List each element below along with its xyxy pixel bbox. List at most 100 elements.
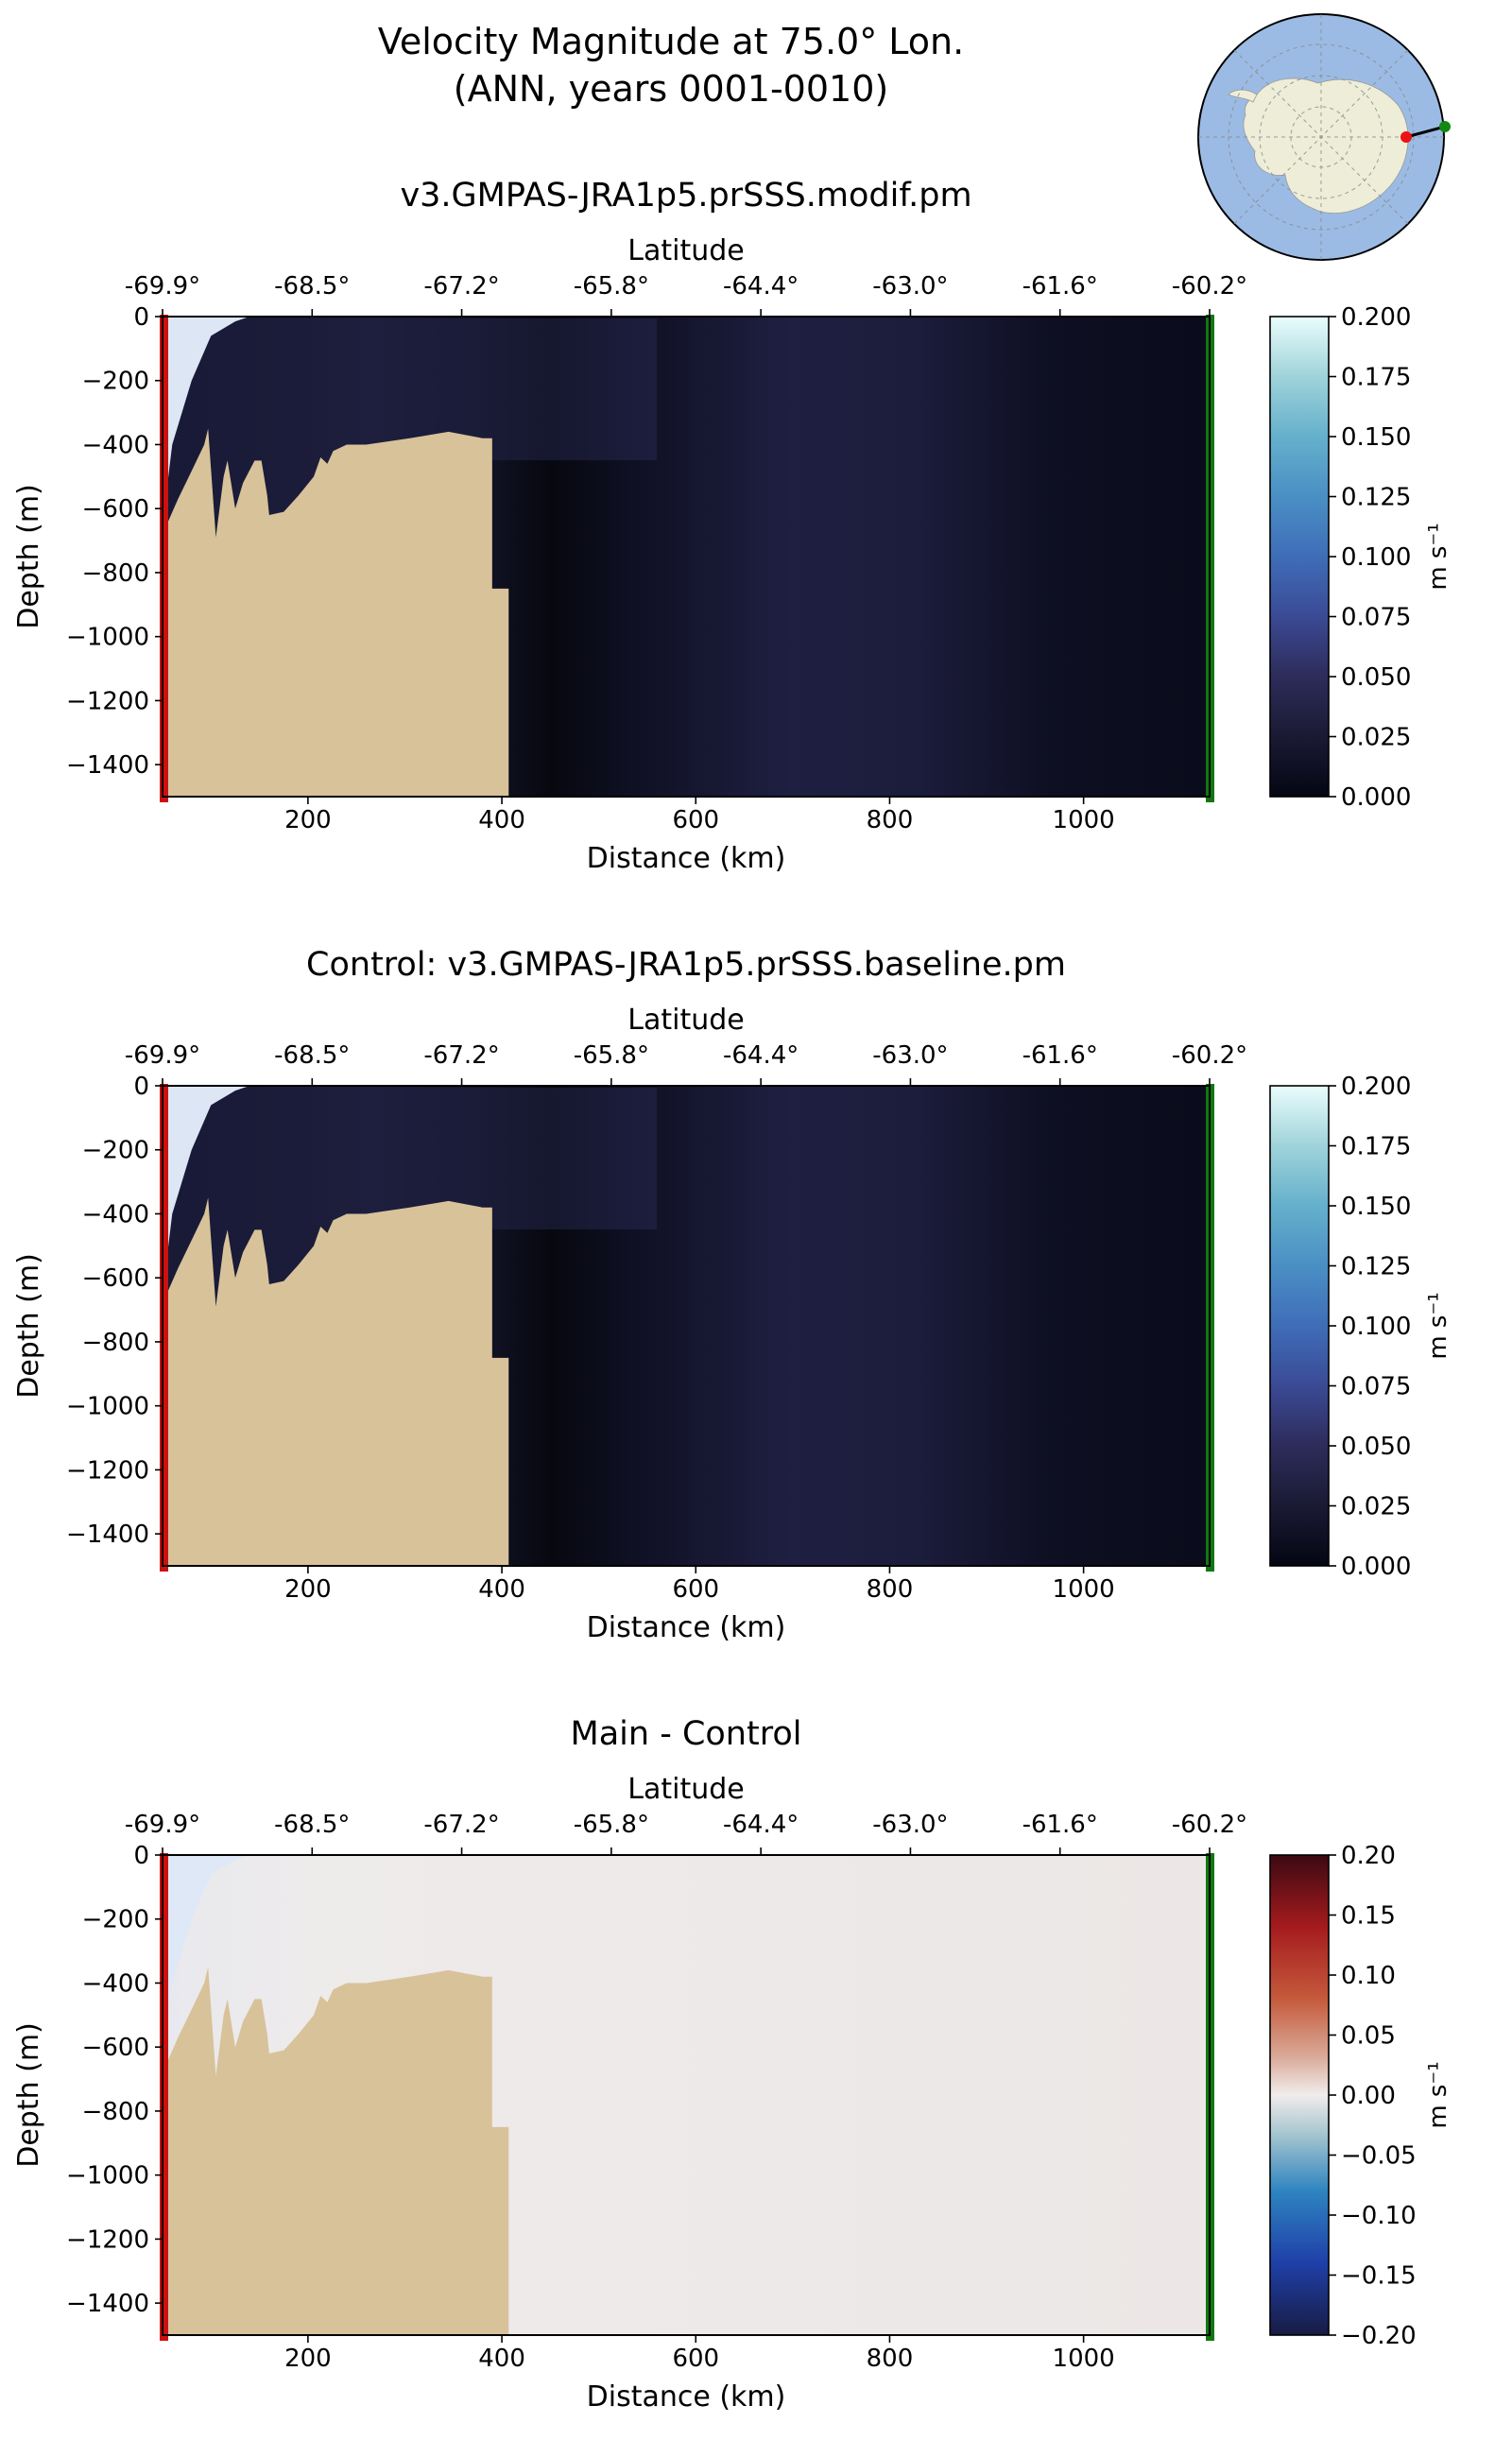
colorbar [1269,1085,1330,1567]
y-tick-label: −1200 [66,1456,149,1485]
y-tick-label: −1400 [66,2290,149,2318]
colorbar-tick-label: 0.125 [1341,1253,1411,1281]
lat-tick-label: -69.9° [125,272,200,301]
x-tick-label: 200 [284,2345,332,2373]
lat-tick-label: -67.2° [423,1041,499,1070]
graticule [1198,14,1444,260]
lat-tick-label: -64.4° [723,272,799,301]
colorbar-tick-label: 0.050 [1341,1433,1411,1461]
ice-shelf-cavity [164,1086,250,1279]
panel-control: Control: v3.GMPAS-JRA1p5.prSSS.baseline.… [12,946,1452,1644]
panel-title: Main - Control [571,1715,802,1753]
y-tick-label: −1200 [66,687,149,715]
y-axis-label: Depth (m) [12,2022,45,2168]
colorbar-tick-label: 0.20 [1341,1842,1396,1870]
y-tick-label: −600 [82,1264,149,1293]
lat-tick-label: -60.2° [1172,1811,1247,1839]
seafloor-land [163,428,509,797]
figure-title-line2: (ANN, years 0001-0010) [454,68,888,110]
top-axis-label: Latitude [627,234,744,267]
transect-start-edge [160,1084,168,1572]
colorbar-tick-label: 0.100 [1341,543,1411,572]
lat-tick-label: -61.6° [1022,272,1098,301]
x-tick-label: 200 [284,806,332,834]
colorbar [1269,316,1330,798]
transect-line [1405,125,1446,139]
y-tick-label: 0 [133,1073,149,1101]
lat-tick-label: -61.6° [1022,1811,1098,1839]
colorbar-tick-label: −0.10 [1341,2202,1417,2230]
seafloor-land [163,1967,509,2335]
colorbar-label: m s⁻¹ [1424,1292,1452,1359]
x-tick-label: 1000 [1053,1575,1115,1604]
y-tick-label: −800 [82,1329,149,1357]
y-axis-label: Depth (m) [12,1253,45,1399]
lat-tick-label: -68.5° [274,1811,350,1839]
transect-end-marker [1439,121,1451,132]
x-tick-label: 1000 [1053,2345,1115,2373]
y-tick-label: −1000 [66,624,149,652]
colorbar-tick-label: −0.20 [1341,2322,1417,2350]
colorbar-tick-label: 0.200 [1341,303,1411,332]
lat-tick-label: -63.0° [872,1811,948,1839]
colorbar-tick-label: 0.15 [1341,1902,1396,1931]
y-tick-label: −200 [82,1906,149,1934]
y-tick-label: 0 [133,1842,149,1870]
antarctica-shape [1243,77,1409,215]
x-tick-label: 1000 [1053,806,1115,834]
colorbar-label: m s⁻¹ [1424,523,1452,590]
x-tick-label: 400 [478,2345,525,2373]
colorbar-tick-label: 0.175 [1341,364,1411,392]
colorbar-tick-label: 0.075 [1341,604,1411,632]
lat-tick-label: -65.8° [574,1811,649,1839]
x-tick-label: 400 [478,1575,525,1604]
lat-tick-label: -67.2° [423,1811,499,1839]
colorbar-tick-label: 0.175 [1341,1133,1411,1161]
y-tick-label: −600 [82,495,149,524]
top-axis-label: Latitude [627,1004,744,1037]
top-axis-label: Latitude [627,1773,744,1806]
lat-tick-label: -64.4° [723,1041,799,1070]
lat-tick-label: -68.5° [274,272,350,301]
colorbar-tick-label: 0.000 [1341,1553,1411,1581]
colorbar-tick-label: 0.000 [1341,783,1411,812]
x-tick-label: 800 [867,2345,914,2373]
ice-shelf-cavity [164,1855,250,2048]
colorbar-tick-label: −0.15 [1341,2262,1417,2291]
panel-title: Control: v3.GMPAS-JRA1p5.prSSS.baseline.… [306,946,1066,984]
colorbar-tick-label: 0.00 [1341,2082,1396,2110]
y-tick-label: −400 [82,431,149,459]
colorbar-label: m s⁻¹ [1424,2061,1452,2128]
y-tick-label: −1400 [66,751,149,780]
colorbar-tick-label: 0.05 [1341,2022,1396,2051]
colorbar-tick-label: 0.025 [1341,1493,1411,1521]
transect-start-edge [160,1853,168,2341]
colorbar-tick-label: −0.05 [1341,2142,1417,2171]
lat-tick-label: -63.0° [872,1041,948,1070]
colorbar-tick-label: 0.150 [1341,1193,1411,1221]
y-axis-label: Depth (m) [12,484,45,629]
x-tick-label: 600 [672,806,719,834]
panel-main: v3.GMPAS-JRA1p5.prSSS.modif.pm 200 400 600 8… [12,177,1452,875]
transect-start-marker [1400,131,1412,143]
lat-tick-label: -69.9° [125,1041,200,1070]
lat-tick-label: -64.4° [723,1811,799,1839]
x-axis-label: Distance (km) [587,2380,786,2414]
colorbar-tick-label: 0.075 [1341,1373,1411,1401]
y-tick-label: −400 [82,1969,149,1998]
x-tick-label: 600 [672,2345,719,2373]
lat-tick-label: -65.8° [574,1041,649,1070]
x-tick-label: 800 [867,1575,914,1604]
colorbar-tick-label: 0.050 [1341,663,1411,692]
figure-title-line1: Velocity Magnitude at 75.0° Lon. [378,21,964,62]
colorbar-tick-label: 0.125 [1341,484,1411,512]
seafloor-land [163,1197,509,1566]
axes-frame [162,1085,1211,1567]
axes-frame [162,316,1211,798]
lat-tick-label: -60.2° [1172,1041,1247,1070]
x-tick-label: 600 [672,1575,719,1604]
y-tick-label: −800 [82,559,149,588]
y-tick-label: −1400 [66,1521,149,1549]
colorbar [1269,1854,1330,2336]
